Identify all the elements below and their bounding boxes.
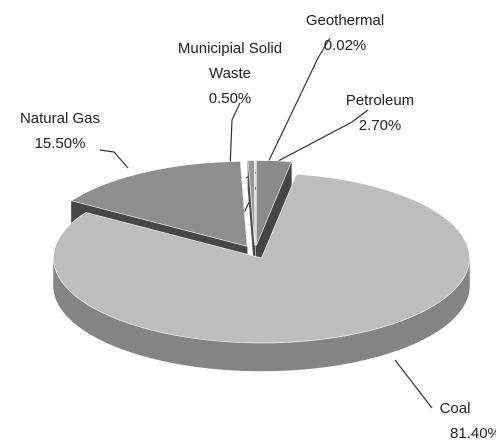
slice	[70, 161, 248, 247]
leader-line	[394, 359, 433, 409]
slice	[53, 173, 470, 344]
value-label: 0.50%	[208, 90, 252, 107]
leader-line	[99, 149, 129, 169]
data-label: Geothermal 0.02%	[290, 8, 400, 58]
data-label: Petroleum 2.70%	[340, 88, 420, 138]
value-label: 0.02%	[323, 37, 367, 54]
value-label: 15.50%	[34, 135, 86, 152]
data-label: Municipial Solid Waste 0.50%	[170, 36, 290, 111]
category-name: Coal	[439, 400, 471, 417]
leader-line	[245, 109, 369, 179]
value-label: 2.70%	[358, 117, 402, 134]
category-name: Geothermal	[305, 12, 385, 29]
data-label: Coal 81.40%	[420, 396, 496, 445]
value-label: 81.40%	[450, 425, 496, 442]
category-name: Petroleum	[345, 92, 415, 109]
category-name: Natural Gas	[19, 110, 101, 127]
data-label: Natural Gas 15.50%	[5, 106, 115, 156]
category-name: Municipial Solid Waste	[177, 40, 283, 82]
slice	[256, 160, 292, 246]
